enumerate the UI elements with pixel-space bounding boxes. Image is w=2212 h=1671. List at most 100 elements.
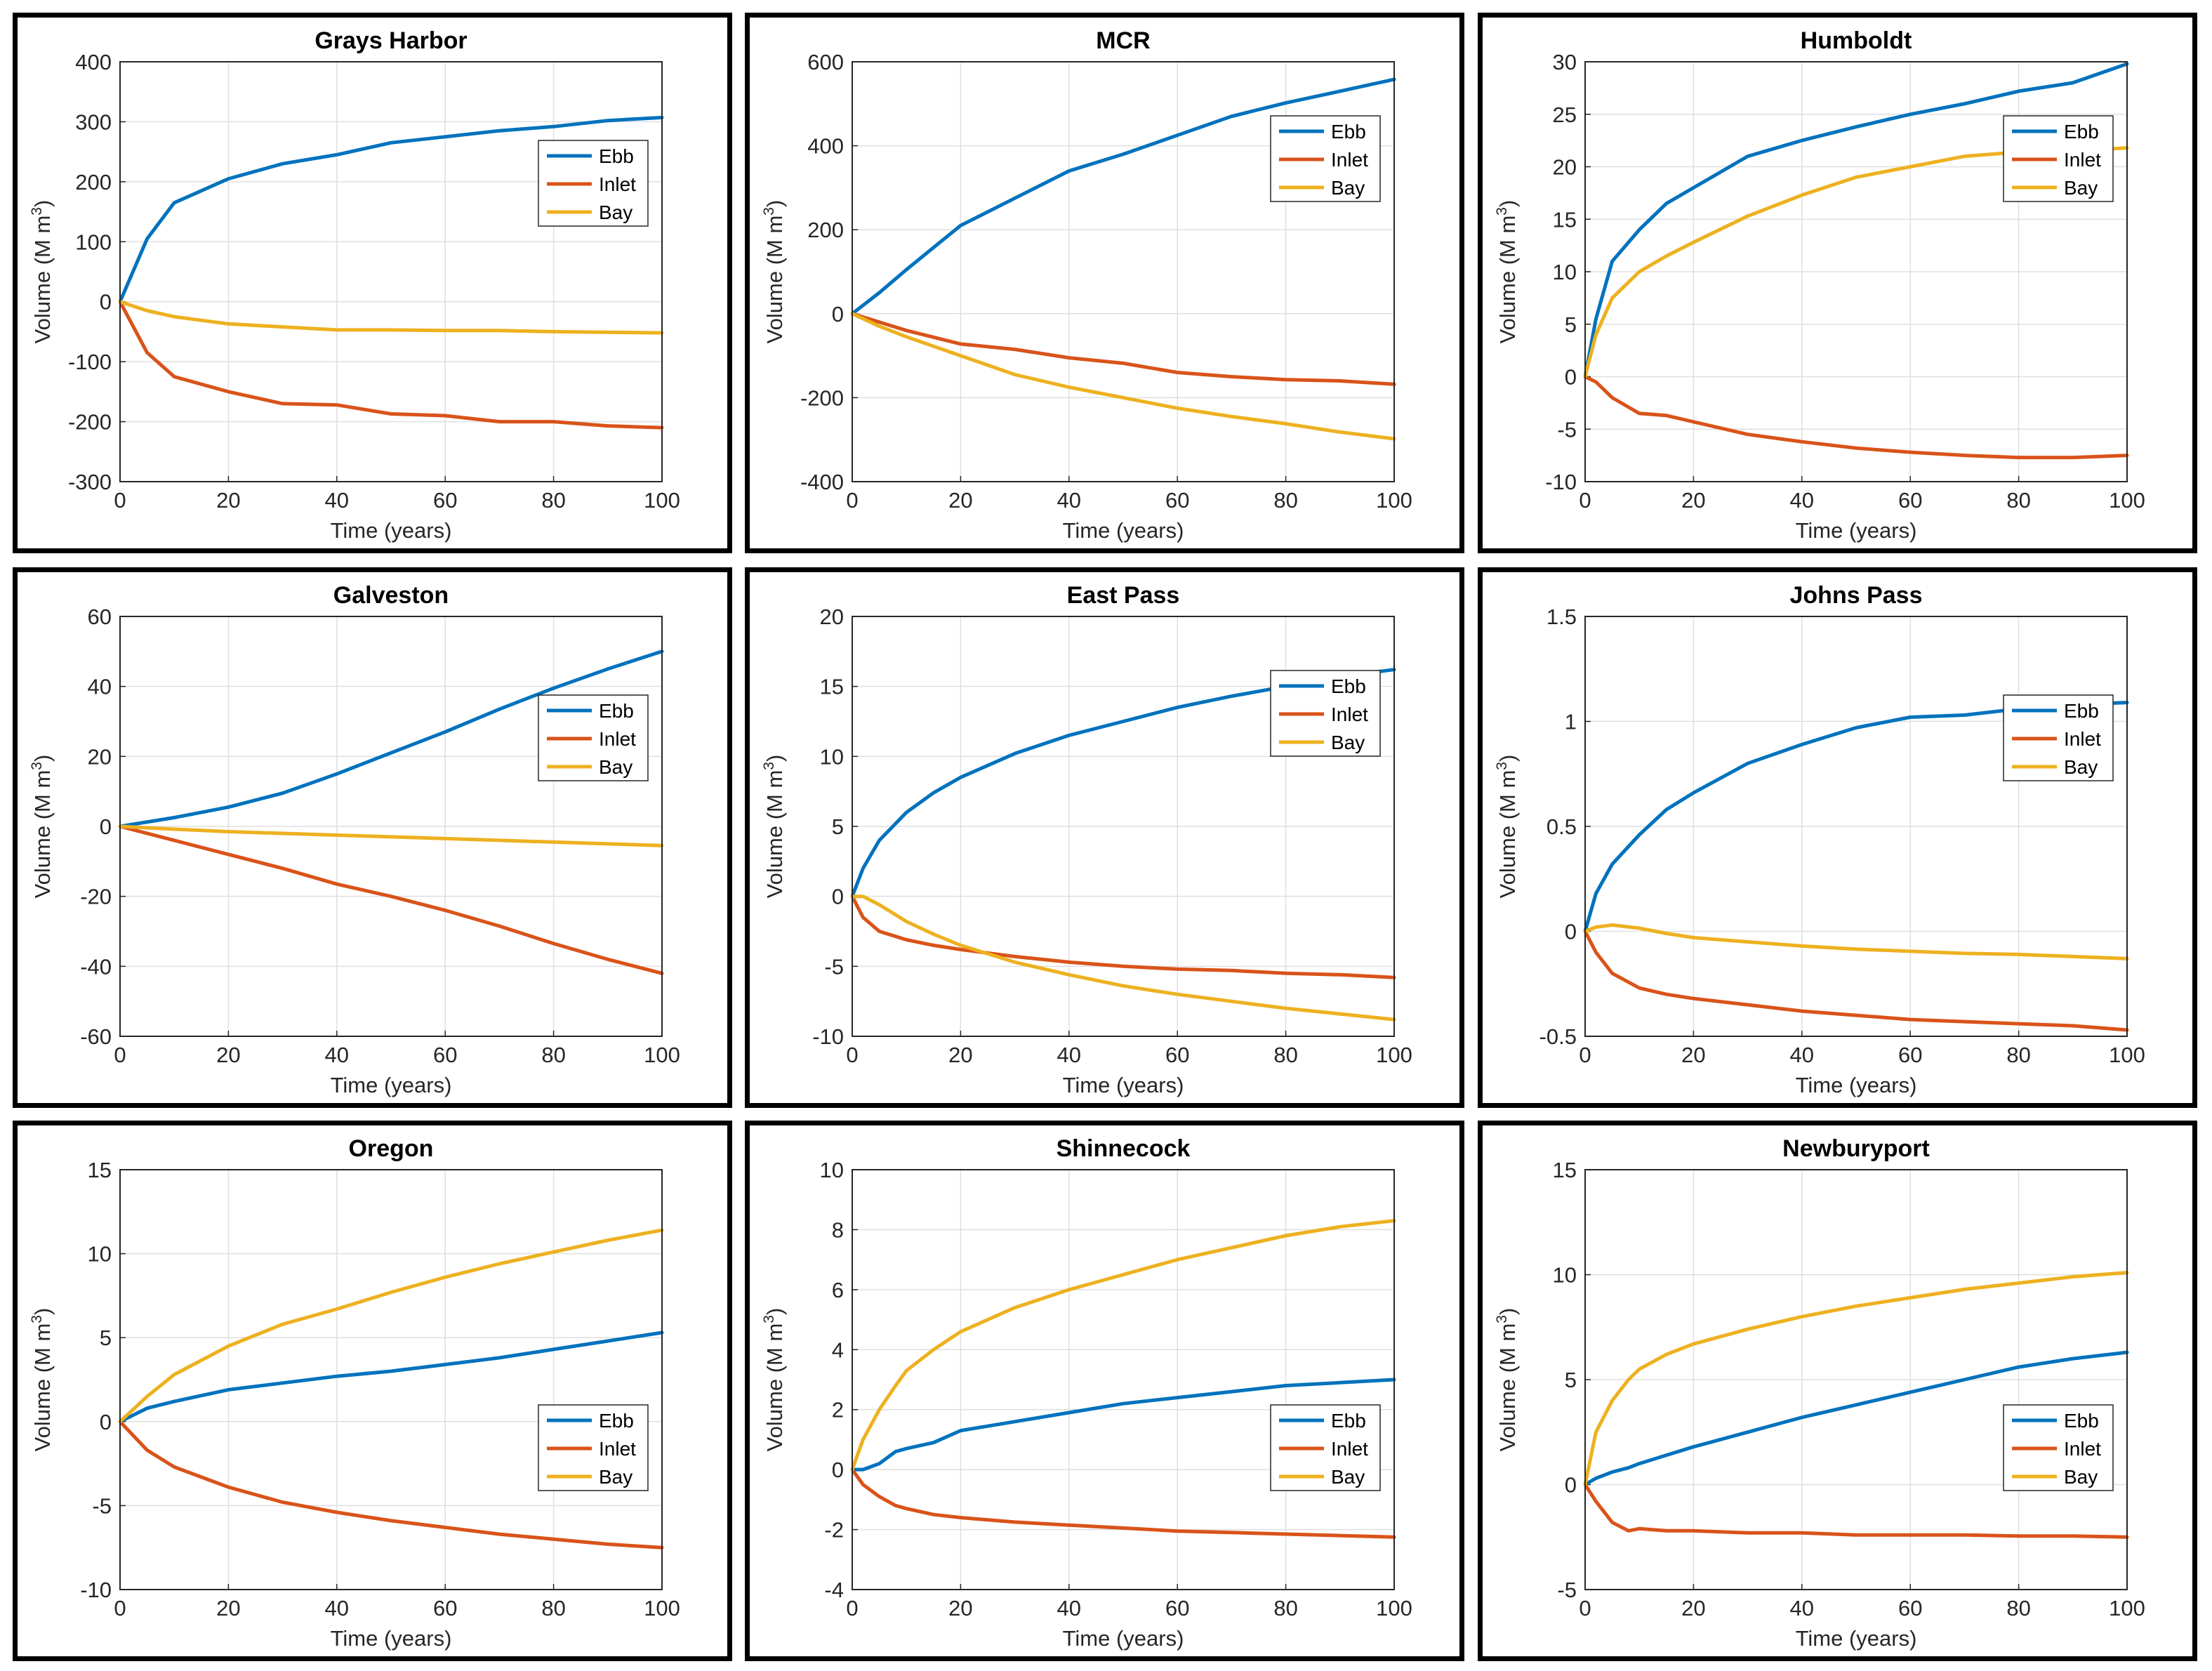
- x-tick-label: 40: [1790, 488, 1814, 513]
- x-tick-label: 100: [644, 1043, 680, 1067]
- chart-title: East Pass: [1067, 582, 1180, 609]
- x-axis-label: Time (years): [1063, 518, 1184, 543]
- chart-title: Grays Harbor: [314, 27, 467, 54]
- x-tick-label: 100: [644, 1596, 680, 1620]
- chart-title: Oregon: [349, 1135, 434, 1162]
- x-tick-label: 20: [216, 1596, 240, 1620]
- series-line-ebb: [1583, 62, 2129, 378]
- y-tick-label: 25: [1553, 103, 1577, 127]
- series-line-inlet: [850, 1467, 1396, 1539]
- x-tick-label: 60: [1165, 488, 1189, 513]
- chart-svg: Oregon 0 20 40 60 80 100 -10 -5 0 5 10 15 Time (years…: [29, 1135, 680, 1651]
- x-tick-label: 60: [1898, 488, 1922, 513]
- chart-title: Johns Pass: [1790, 582, 1923, 609]
- y-tick-label: 0: [1565, 1473, 1577, 1498]
- x-axis-label: Time (years): [1063, 1073, 1184, 1097]
- series-line-bay: [850, 1219, 1396, 1472]
- series-line-bay: [850, 312, 1396, 441]
- x-tick-label: 60: [1898, 1043, 1922, 1067]
- series-line-ebb: [118, 115, 664, 304]
- legend: Ebb Inlet Bay: [538, 694, 649, 781]
- legend-label-inlet: Inlet: [2064, 728, 2101, 750]
- y-tick-label: 15: [1553, 207, 1577, 232]
- y-axis-label: Volume (M m3): [29, 200, 55, 344]
- y-tick-label: -5: [1557, 417, 1577, 442]
- series-line-bay: [118, 1228, 664, 1424]
- y-tick-label: 200: [807, 218, 844, 242]
- y-tick-label: 10: [820, 744, 844, 769]
- x-tick-label: 100: [2109, 1043, 2145, 1067]
- x-axis-label: Time (years): [331, 518, 452, 543]
- axes-box: [1584, 61, 2128, 482]
- y-tick-label: 0: [1565, 920, 1577, 944]
- y-tick-label: 4: [832, 1338, 844, 1362]
- legend-label-ebb: Ebb: [2064, 121, 2099, 143]
- x-tick-label: 60: [433, 488, 457, 513]
- x-axis-label: Time (years): [331, 1073, 452, 1097]
- x-tick-label: 80: [541, 488, 565, 513]
- x-tick-label: 40: [1057, 1043, 1081, 1067]
- series-line-bay: [850, 894, 1396, 1022]
- y-tick-label: -20: [80, 885, 112, 909]
- chart-panel-galveston: Galveston 0 20 40 60 80 100 -60 -40 -20 0 20 40 60 Tim…: [13, 567, 732, 1108]
- y-axis-label: Volume (M m3): [1494, 1308, 1520, 1452]
- x-tick-label: 40: [1057, 488, 1081, 513]
- x-tick-label: 40: [325, 1043, 349, 1067]
- y-tick-label: 200: [75, 170, 112, 194]
- x-tick-label: 40: [1057, 1596, 1081, 1620]
- x-tick-label: 0: [846, 488, 858, 513]
- legend-label-inlet: Inlet: [599, 1438, 636, 1460]
- y-tick-label: -40: [80, 954, 112, 979]
- x-tick-label: 40: [325, 1596, 349, 1620]
- x-tick-label: 0: [114, 1043, 126, 1067]
- y-tick-label: 2: [832, 1398, 844, 1422]
- chart-panel-shinnecock: Shinnecock 0 20 40 60 80 100 -4 -2 0 2 4 6 8 10 Time (y…: [745, 1121, 1464, 1661]
- series-line-ebb: [118, 1330, 664, 1424]
- x-tick-label: 80: [2006, 488, 2030, 513]
- x-axis-label: Time (years): [1796, 518, 1917, 543]
- x-tick-label: 40: [325, 488, 349, 513]
- y-tick-label: 0: [100, 814, 112, 839]
- x-tick-label: 100: [1376, 1043, 1412, 1067]
- chart-panel-mcr: MCR 0 20 40 60 80 100 -400 -200 0 200 400 600 Time (y…: [745, 13, 1464, 553]
- series-line-ebb: [850, 1378, 1396, 1472]
- x-tick-label: 80: [541, 1043, 565, 1067]
- y-tick-label: -100: [68, 350, 112, 374]
- y-tick-label: 30: [1553, 50, 1577, 74]
- x-tick-label: 100: [644, 488, 680, 513]
- x-tick-label: 60: [1898, 1596, 1922, 1620]
- chart-svg: Humboldt 0 20 40 60 80 100 -10 -5 0 5 10 15 20 25 30 Tim…: [1494, 27, 2145, 543]
- y-tick-label: 20: [88, 744, 112, 769]
- y-tick-label: 0: [832, 885, 844, 909]
- y-tick-label: -200: [800, 385, 844, 410]
- y-tick-label: -5: [92, 1493, 112, 1518]
- legend-label-inlet: Inlet: [599, 173, 636, 195]
- legend-label-inlet: Inlet: [2064, 149, 2101, 171]
- plot-area: [120, 62, 662, 482]
- legend: Ebb Inlet Bay: [1270, 1404, 1381, 1491]
- x-axis-label: Time (years): [1063, 1626, 1184, 1651]
- y-axis-label: Volume (M m3): [29, 755, 55, 899]
- legend-label-inlet: Inlet: [1331, 704, 1368, 725]
- chart-svg: Grays Harbor 0 20 40 60 80 100 -300 -200 -100 0 100…: [29, 27, 680, 543]
- y-tick-label: 10: [1553, 1263, 1577, 1288]
- x-tick-label: 80: [2006, 1043, 2030, 1067]
- chart-title: Shinnecock: [1057, 1135, 1191, 1162]
- legend-label-inlet: Inlet: [1331, 149, 1368, 171]
- x-tick-label: 0: [846, 1596, 858, 1620]
- legend-label-ebb: Ebb: [599, 700, 634, 722]
- legend: Ebb Inlet Bay: [538, 140, 649, 227]
- legend-label-inlet: Inlet: [1331, 1438, 1368, 1460]
- x-tick-label: 40: [1790, 1596, 1814, 1620]
- series-line-inlet: [1583, 375, 2129, 460]
- y-tick-label: 400: [75, 50, 112, 74]
- x-tick-label: 20: [216, 1043, 240, 1067]
- x-tick-label: 0: [1579, 1043, 1591, 1067]
- y-tick-label: 6: [832, 1278, 844, 1302]
- y-axis-label: Volume (M m3): [29, 1308, 55, 1452]
- x-tick-label: 80: [2006, 1596, 2030, 1620]
- axes-box: [119, 616, 663, 1037]
- x-tick-label: 0: [114, 1596, 126, 1620]
